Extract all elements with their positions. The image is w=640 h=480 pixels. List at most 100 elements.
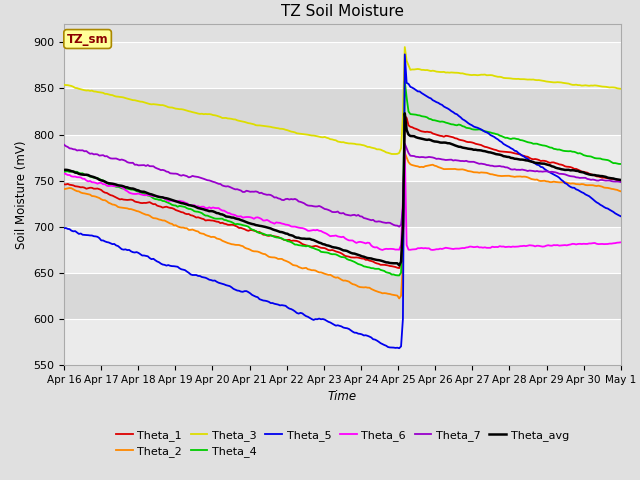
Theta_5 [617, 214, 625, 219]
Theta_5 [404, 81, 412, 87]
Bar [64, 273, 621, 319]
Theta_4 [392, 272, 399, 278]
Theta_avg [617, 177, 625, 183]
Theta_6 [617, 240, 625, 245]
Theta_avg [60, 167, 68, 173]
Theta_7 [404, 150, 412, 156]
Theta_7 [392, 223, 399, 228]
X-axis label: Time: Time [328, 390, 357, 403]
Text: TZ_sm: TZ_sm [67, 33, 108, 46]
Theta_avg [401, 110, 408, 116]
Title: TZ Soil Moisture: TZ Soil Moisture [281, 4, 404, 19]
Theta_4 [60, 169, 68, 175]
Theta_2 [404, 159, 412, 165]
Theta_4 [533, 141, 541, 146]
Theta_1 [60, 181, 68, 187]
Theta_avg [568, 168, 576, 173]
Theta_avg [62, 167, 70, 173]
Theta_7 [396, 224, 403, 229]
Theta_3 [60, 82, 68, 88]
Theta_5 [60, 225, 68, 231]
Theta_4 [617, 161, 625, 167]
Theta_1 [390, 264, 397, 269]
Theta_1 [533, 156, 541, 162]
Theta_3 [390, 151, 397, 157]
Theta_3 [394, 151, 401, 157]
Bar [64, 319, 621, 365]
Theta_7 [617, 179, 625, 185]
Bar [64, 42, 621, 88]
Theta_6 [533, 243, 541, 249]
Theta_1 [617, 178, 625, 184]
Theta_7 [60, 142, 68, 147]
Theta_3 [401, 44, 408, 50]
Theta_2 [390, 292, 397, 298]
Theta_3 [533, 77, 541, 83]
Theta_6 [379, 247, 387, 253]
Theta_2 [396, 296, 403, 301]
Legend: Theta_1, Theta_2, Theta_3, Theta_4, Theta_5, Theta_6, Theta_7, Theta_avg: Theta_1, Theta_2, Theta_3, Theta_4, Thet… [111, 425, 573, 461]
Theta_avg [396, 263, 403, 268]
Theta_5 [533, 162, 541, 168]
Theta_1 [62, 181, 70, 187]
Theta_2 [401, 150, 408, 156]
Theta_6 [394, 247, 401, 252]
Theta_4 [62, 168, 70, 174]
Theta_4 [404, 108, 412, 114]
Theta_2 [392, 292, 399, 298]
Theta_1 [404, 122, 412, 128]
Theta_2 [60, 186, 68, 192]
Theta_6 [401, 147, 408, 153]
Theta_5 [396, 345, 403, 351]
Theta_6 [568, 241, 576, 247]
Theta_5 [392, 345, 399, 351]
Line: Theta_2: Theta_2 [64, 153, 621, 299]
Theta_3 [392, 151, 399, 157]
Theta_7 [568, 173, 576, 179]
Theta_3 [62, 82, 70, 88]
Theta_4 [401, 78, 408, 84]
Theta_4 [568, 149, 576, 155]
Theta_6 [60, 170, 68, 176]
Theta_7 [533, 168, 541, 174]
Theta_3 [617, 86, 625, 92]
Line: Theta_avg: Theta_avg [64, 113, 621, 265]
Bar [64, 134, 621, 180]
Theta_6 [404, 247, 412, 252]
Theta_5 [401, 51, 408, 57]
Line: Theta_6: Theta_6 [64, 150, 621, 250]
Theta_3 [404, 62, 412, 68]
Line: Theta_3: Theta_3 [64, 47, 621, 154]
Line: Theta_1: Theta_1 [64, 116, 621, 268]
Bar [64, 88, 621, 134]
Theta_3 [568, 82, 576, 88]
Theta_1 [401, 113, 408, 119]
Theta_avg [392, 260, 399, 266]
Line: Theta_7: Theta_7 [64, 144, 621, 227]
Theta_avg [533, 160, 541, 166]
Theta_4 [396, 273, 403, 278]
Bar [64, 180, 621, 227]
Theta_avg [404, 132, 412, 137]
Theta_avg [390, 260, 397, 266]
Theta_6 [392, 247, 399, 252]
Theta_2 [617, 189, 625, 194]
Theta_7 [401, 141, 408, 146]
Theta_1 [568, 165, 576, 171]
Theta_5 [62, 225, 70, 231]
Theta_2 [533, 177, 541, 182]
Bar [64, 227, 621, 273]
Theta_2 [62, 186, 70, 192]
Theta_6 [62, 171, 70, 177]
Theta_4 [390, 272, 397, 277]
Theta_2 [568, 180, 576, 186]
Line: Theta_5: Theta_5 [64, 54, 621, 348]
Theta_5 [390, 345, 397, 350]
Theta_7 [390, 222, 397, 228]
Line: Theta_4: Theta_4 [64, 81, 621, 276]
Theta_1 [396, 265, 403, 271]
Theta_7 [62, 143, 70, 149]
Theta_5 [568, 185, 576, 191]
Y-axis label: Soil Moisture (mV): Soil Moisture (mV) [15, 140, 28, 249]
Theta_1 [392, 264, 399, 270]
